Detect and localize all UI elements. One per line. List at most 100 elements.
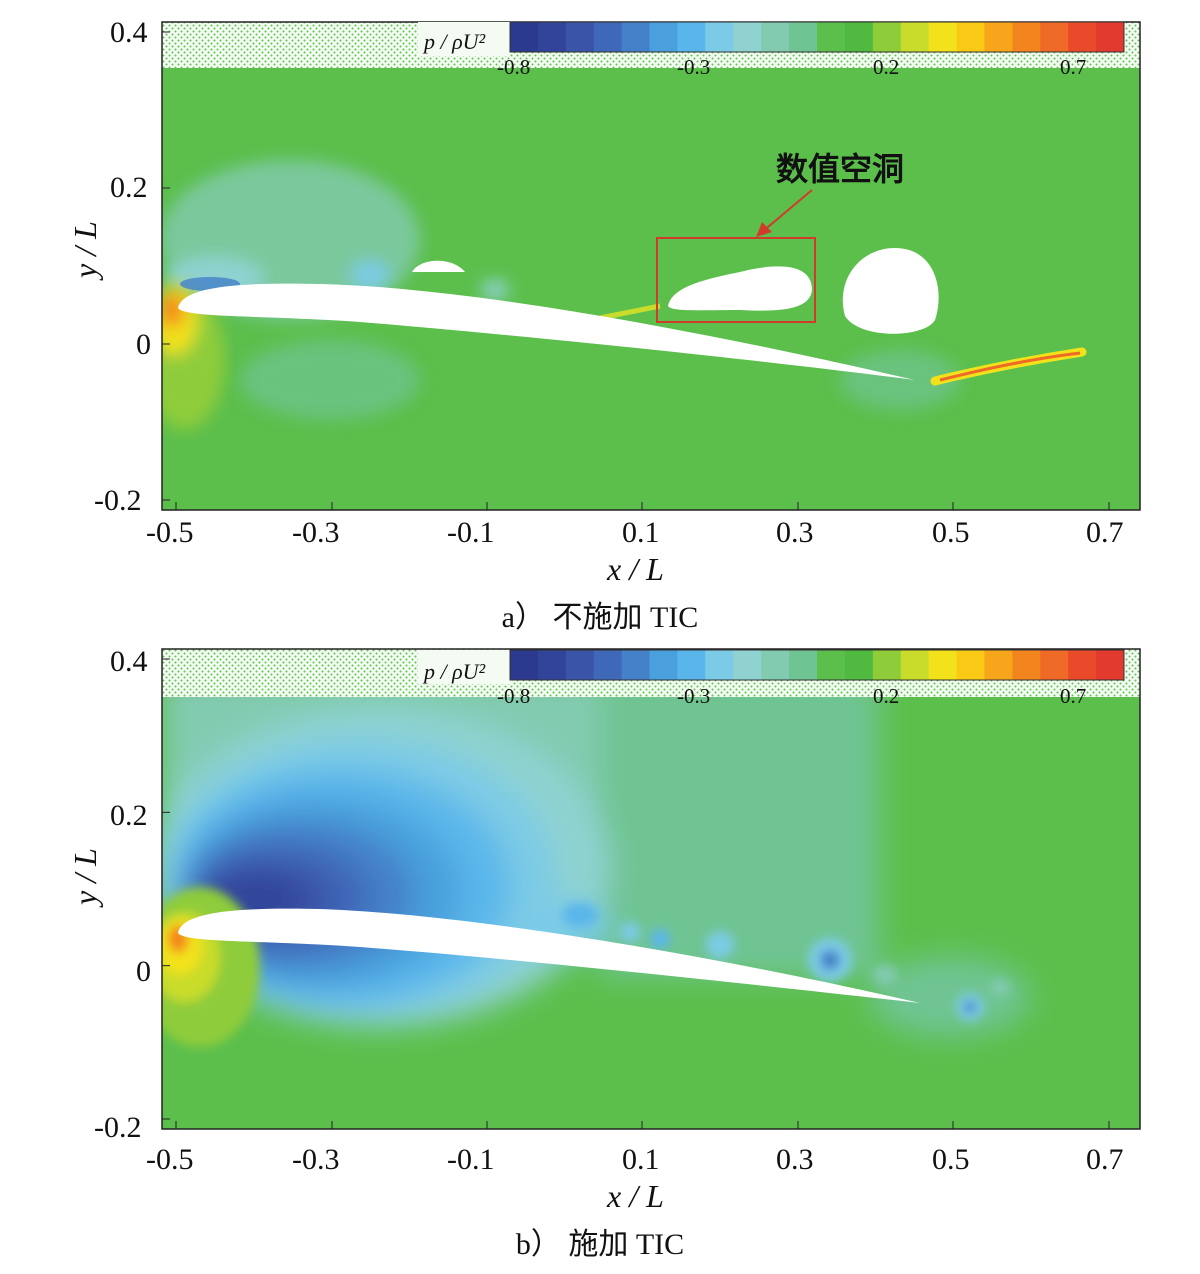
colorbar-tick-label: -0.8: [497, 55, 530, 79]
colorbar-b: p / ρU² -0.8 -0.3 0.2 0.7: [418, 649, 1125, 708]
x-tick-label: -0.5: [146, 1143, 194, 1176]
colorbar-tick-label: -0.3: [677, 55, 710, 79]
colorbar-swatch: [565, 650, 595, 680]
cavity-small: [412, 260, 465, 272]
colorbar-swatch: [537, 650, 567, 680]
panel-a: 数值空洞 p / ρU² -0.8 -0.3 0.2 0.7 0.4 0.2 0…: [67, 16, 1141, 634]
colorbar-swatch: [817, 650, 846, 680]
colorbar-swatch: [677, 22, 706, 52]
colorbar-border: [509, 21, 1125, 53]
colorbar-tick-label: -0.8: [497, 684, 530, 708]
colorbar-title: p / ρU²: [422, 29, 486, 54]
colorbar-swatch: [1068, 650, 1097, 680]
colorbar-swatch: [649, 22, 678, 52]
axis-tick-marks: [162, 658, 1110, 1129]
colorbar-swatch: [789, 22, 818, 52]
x-tick-label: 0.3: [776, 516, 814, 549]
colorbar-swatch: [761, 22, 790, 52]
colorbar-swatch: [565, 22, 595, 52]
x-tick-label: 0.5: [932, 1143, 970, 1176]
colorbar-swatch: [1096, 650, 1125, 680]
colorbar-swatch: [705, 22, 734, 52]
colorbar-swatch: [1040, 22, 1069, 52]
colorbar-swatch: [677, 650, 706, 680]
shear-streak: [599, 303, 661, 321]
colorbar-swatch: [984, 650, 1013, 680]
colorbar-swatch: [593, 650, 623, 680]
colorbar-swatch: [621, 22, 651, 52]
colorbar-swatch: [1096, 22, 1125, 52]
annotation-arrow-line: [761, 189, 813, 233]
colorbar-swatch: [928, 650, 958, 680]
colorbar-tick-label: 0.2: [873, 55, 899, 79]
x-tick-label: 0.1: [622, 1143, 660, 1176]
colorbar-swatch: [1068, 22, 1097, 52]
colorbar-swatches: [509, 649, 1125, 681]
colorbar-swatch: [900, 650, 930, 680]
colorbar-swatch: [817, 22, 846, 52]
panel-a-plot: 数值空洞 p / ρU² -0.8 -0.3 0.2 0.7 0.4 0.2 0…: [67, 16, 1141, 587]
y-tick-label: -0.2: [94, 484, 142, 517]
y-tick-label: 0.4: [110, 16, 148, 49]
colorbar-tick-label: 0.2: [873, 684, 899, 708]
colorbar-swatch: [872, 650, 902, 680]
x-axis-title: x / L: [606, 1178, 664, 1214]
colorbar-swatch: [844, 22, 874, 52]
colorbar-swatch: [537, 22, 567, 52]
colorbar-swatch: [733, 650, 762, 680]
colorbar-swatch: [900, 22, 930, 52]
x-tick-label: -0.3: [292, 1143, 340, 1176]
panel-b: p / ρU² -0.8 -0.3 0.2 0.7 0.4 0.2 0 -0.2…: [0, 637, 1200, 1274]
y-tick-label: -0.2: [94, 1111, 142, 1144]
colorbar-swatch: [649, 650, 678, 680]
y-tick-label: 0: [136, 328, 151, 361]
y-axis: 0.4 0.2 0 -0.2 y / L: [67, 16, 151, 517]
x-axis: -0.5 -0.3 -0.1 0.1 0.3 0.5 0.7 x / L: [146, 516, 1124, 587]
annotation-arrow-head: [756, 222, 772, 237]
x-axis-title: x / L: [606, 551, 664, 587]
colorbar-swatch: [984, 22, 1013, 52]
colorbar-tick-label: -0.3: [677, 684, 710, 708]
panel-b-field: [162, 649, 1140, 1129]
colorbar-title-bg: [418, 650, 512, 684]
cavity-large: [842, 248, 939, 334]
axis-tick-marks: [162, 31, 1110, 510]
panel-a-field: [162, 22, 1140, 510]
colorbar-title: p / ρU²: [422, 659, 486, 684]
x-tick-label: -0.1: [447, 516, 495, 549]
colorbar-tick-label: 0.7: [1060, 684, 1086, 708]
x-tick-label: -0.3: [292, 516, 340, 549]
colorbar-swatch: [510, 650, 539, 680]
colorbar-title-bg: [418, 22, 510, 56]
panel-b-caption: b） 施加 TIC: [515, 1228, 685, 1261]
y-tick-label: 0.4: [110, 645, 148, 678]
colorbar-swatch: [956, 650, 985, 680]
y-tick-label: 0.2: [110, 799, 148, 832]
colorbar-swatch: [733, 22, 762, 52]
x-axis: -0.5 -0.3 -0.1 0.1 0.3 0.5 0.7 x / L: [146, 1143, 1124, 1214]
colorbar-swatch: [928, 22, 958, 52]
colorbar-swatches: [509, 21, 1125, 53]
y-tick-label: 0.2: [110, 171, 148, 204]
colorbar-swatch: [1012, 650, 1041, 680]
stagnation-zone: [162, 285, 225, 430]
colorbar-swatch: [761, 650, 790, 680]
colorbar-swatch: [1040, 650, 1069, 680]
vortex-spots: [562, 903, 1010, 1021]
x-tick-label: 0.1: [622, 516, 660, 549]
colorbar-swatch: [872, 22, 902, 52]
colorbar-swatch: [956, 22, 985, 52]
annotation-label: 数值空洞: [776, 150, 904, 188]
wake-streak-core: [939, 351, 1081, 382]
plot-frame: [161, 648, 1141, 1130]
y-axis-title: y / L: [67, 848, 103, 908]
colorbar-swatch: [1012, 22, 1041, 52]
x-tick-label: 0.7: [1086, 1143, 1124, 1176]
colorbar-swatch: [705, 650, 734, 680]
colorbar-a: p / ρU² -0.8 -0.3 0.2 0.7: [418, 21, 1125, 79]
x-tick-label: 0.5: [932, 516, 970, 549]
colorbar-swatch: [844, 650, 874, 680]
y-axis-title: y / L: [67, 221, 103, 281]
airfoil-body: [178, 283, 915, 380]
panel-a-caption: a） 不施加 TIC: [501, 601, 699, 634]
